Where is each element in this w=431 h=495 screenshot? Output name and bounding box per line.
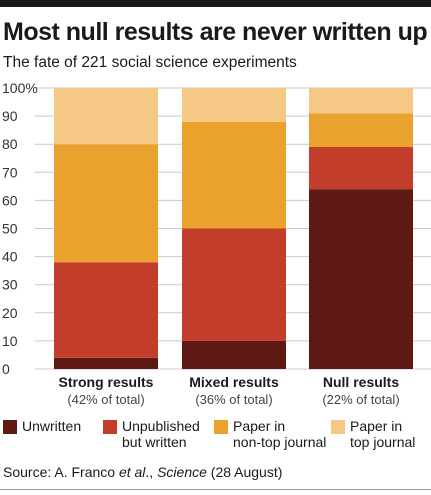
source-prefix: Source: A. Franco bbox=[3, 464, 119, 480]
legend-item: Paper in top journal bbox=[331, 418, 415, 450]
y-tick-label: 70 bbox=[2, 164, 18, 180]
source-mid: ., bbox=[145, 464, 158, 480]
y-tick-label: 40 bbox=[2, 249, 18, 265]
bar-segment bbox=[309, 113, 413, 148]
y-tick-label: 50 bbox=[2, 221, 18, 237]
legend-swatch bbox=[331, 420, 345, 434]
source-etal: et al bbox=[118, 464, 146, 480]
legend-label: Paper in non-top journal bbox=[233, 418, 327, 450]
stacked-bar-plot: 0 10 20 30 40 50 60 70 80 90 100% Strong results (4… bbox=[2, 80, 431, 407]
legend-item: Paper in non-top journal bbox=[214, 418, 326, 450]
legend-swatch bbox=[103, 420, 117, 434]
bar-segment bbox=[54, 144, 158, 263]
category-label: Null results bbox=[323, 374, 399, 390]
chart-title: Most null results are never written up bbox=[3, 18, 428, 46]
category-sublabel: (36% of total) bbox=[195, 392, 272, 407]
y-tick-label: 60 bbox=[2, 192, 18, 208]
bars bbox=[54, 88, 413, 369]
y-tick-label: 10 bbox=[2, 333, 18, 349]
bar-segment bbox=[309, 147, 413, 190]
bottom-rule bbox=[0, 489, 431, 490]
legend-label: Unwritten bbox=[22, 418, 82, 434]
legend-item: Unpublished but written bbox=[103, 418, 200, 450]
bar-segment bbox=[182, 121, 286, 229]
y-axis-ticks: 0 10 20 30 40 50 60 70 80 90 100% bbox=[2, 80, 38, 377]
bar-segment bbox=[54, 88, 158, 145]
source-suffix: (28 August) bbox=[206, 464, 283, 480]
y-tick-label: 80 bbox=[2, 136, 18, 152]
bar-segment bbox=[54, 262, 158, 358]
y-tick-label: 100% bbox=[2, 80, 38, 96]
bar-segment bbox=[309, 88, 413, 114]
chart-subtitle: The fate of 221 social science experimen… bbox=[3, 54, 297, 71]
legend-swatch bbox=[3, 420, 17, 434]
legend-item: Unwritten bbox=[3, 418, 81, 434]
category-sublabel: (42% of total) bbox=[67, 392, 144, 407]
category-label: Mixed results bbox=[189, 374, 279, 390]
bar-segment bbox=[182, 228, 286, 341]
bar-segment bbox=[309, 189, 413, 369]
legend-label: Paper in top journal bbox=[350, 418, 416, 450]
category-sublabel: (22% of total) bbox=[322, 392, 399, 407]
legend-swatch bbox=[214, 420, 228, 434]
category-label: Strong results bbox=[59, 374, 154, 390]
source-journal: Science bbox=[157, 464, 207, 480]
y-tick-label: 30 bbox=[2, 277, 18, 293]
bar-segment bbox=[182, 340, 286, 369]
top-rule bbox=[0, 0, 431, 7]
source-note: Source: A. Franco et al., Science (28 Au… bbox=[3, 464, 282, 480]
legend-label: Unpublished but written bbox=[122, 418, 200, 450]
bar-segment bbox=[182, 88, 286, 122]
y-tick-label: 90 bbox=[2, 108, 18, 124]
x-axis-categories: Strong results (42% of total) Mixed result… bbox=[59, 374, 400, 407]
y-tick-label: 20 bbox=[2, 305, 18, 321]
legend: Unwritten Unpublished but written Paper in… bbox=[3, 418, 431, 458]
y-tick-label: 0 bbox=[2, 361, 10, 377]
bar-segment bbox=[54, 357, 158, 369]
